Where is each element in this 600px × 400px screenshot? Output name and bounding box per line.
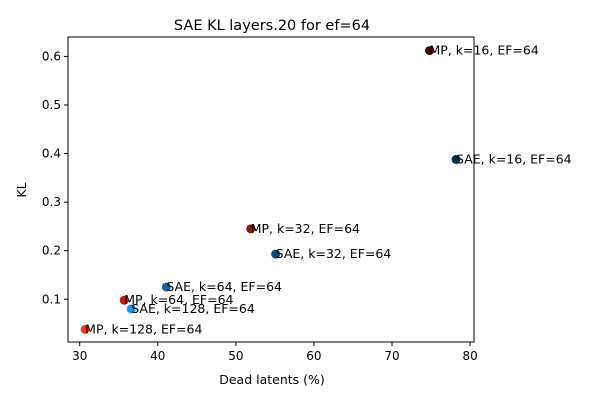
y-tick-label: 0.4 <box>42 147 61 161</box>
point-label: MP, k=32, EF=64 <box>251 221 360 236</box>
x-axis-label: Dead latents (%) <box>219 372 325 387</box>
x-tick-label: 60 <box>306 349 321 363</box>
y-axis-ticks: 0.1 0.2 0.3 0.4 0.5 0.6 <box>42 49 68 306</box>
x-tick-label: 70 <box>384 349 399 363</box>
scatter-point <box>161 282 171 292</box>
x-axis-ticks: 30 40 50 60 70 80 <box>72 342 478 363</box>
point-labels: MP, k=16, EF=64 SAE, k=16, EF=64 MP, k=32,… <box>85 43 572 337</box>
y-axis-label: KL <box>14 182 29 197</box>
data-points <box>80 46 461 334</box>
y-tick-label: 0.1 <box>42 292 61 306</box>
scatter-point <box>451 154 461 164</box>
x-tick-label: 80 <box>462 349 477 363</box>
scatter-point <box>271 249 281 259</box>
scatter-point <box>126 304 136 314</box>
point-label: SAE, k=64, EF=64 <box>166 279 282 294</box>
point-label: MP, k=16, EF=64 <box>429 43 538 58</box>
chart-title: SAE KL layers.20 for ef=64 <box>174 18 370 34</box>
scatter-point <box>246 224 256 234</box>
y-tick-label: 0.2 <box>42 244 61 258</box>
point-label: SAE, k=32, EF=64 <box>276 246 392 261</box>
x-tick-label: 30 <box>72 349 87 363</box>
point-label: SAE, k=128, EF=64 <box>131 301 255 316</box>
scatter-point <box>80 324 90 334</box>
y-tick-label: 0.6 <box>42 49 61 63</box>
y-tick-label: 0.5 <box>42 98 61 112</box>
x-tick-label: 50 <box>228 349 243 363</box>
point-label: MP, k=64, EF=64 <box>124 292 233 307</box>
point-label: MP, k=128, EF=64 <box>85 321 202 336</box>
plot-area-frame <box>67 36 475 343</box>
point-label: SAE, k=16, EF=64 <box>456 151 572 166</box>
scatter-point <box>424 46 434 56</box>
x-tick-label: 40 <box>150 349 165 363</box>
scatter-point <box>119 295 129 305</box>
y-tick-label: 0.3 <box>42 195 61 209</box>
